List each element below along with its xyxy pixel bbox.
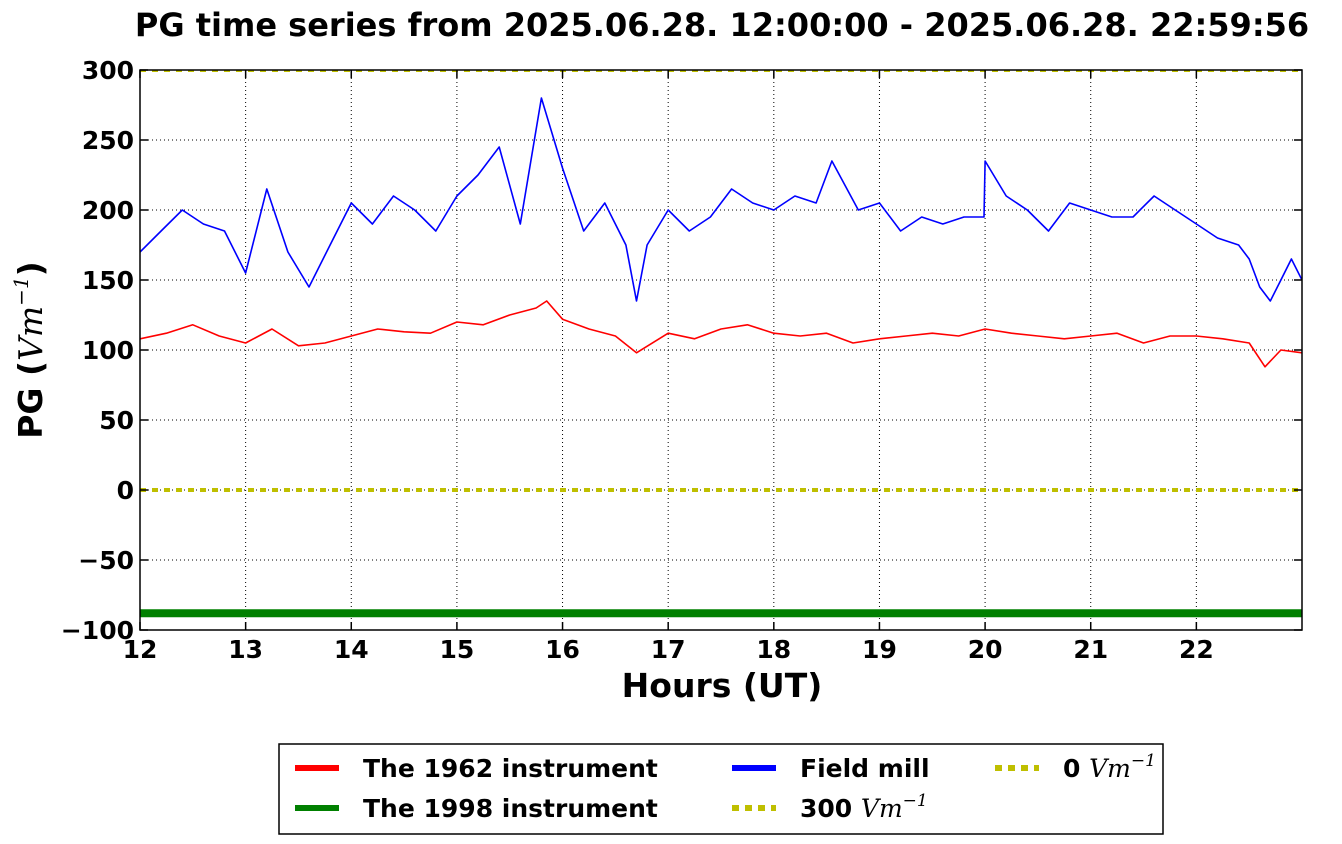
- legend-items: The 1962 instrument The 1998 instrument Fi…: [295, 751, 1156, 823]
- y-tick-label: 300: [82, 56, 134, 85]
- y-axis-label-unit: Vm: [11, 306, 50, 361]
- y-tick-label: 100: [82, 336, 134, 365]
- y-tick-label: −100: [61, 616, 134, 645]
- x-tick-label: 12: [123, 635, 158, 664]
- legend: The 1962 instrument The 1998 instrument Fi…: [278, 743, 1164, 835]
- legend-box: [278, 743, 1164, 835]
- ticks: 12 13 14 15 16 17 18 19 20 21 22 −100 −50 0 50 100 150 20…: [61, 56, 1302, 664]
- legend-label-3: 300 Vm−1: [800, 791, 928, 823]
- y-axis-label-close: ): [11, 261, 50, 276]
- x-tick-label: 13: [228, 635, 263, 664]
- x-axis-label: Hours (UT): [622, 666, 823, 705]
- y-axis-label-exp: −1: [9, 276, 33, 305]
- legend-label-0: The 1962 instrument: [363, 754, 658, 783]
- y-tick-label: 250: [82, 126, 134, 155]
- series-layer: [140, 70, 1302, 618]
- x-tick-label: 20: [968, 635, 1003, 664]
- x-tick-label: 19: [862, 635, 897, 664]
- y-tick-label: 200: [82, 196, 134, 225]
- x-tick-label: 16: [545, 635, 580, 664]
- legend-label-2: Field mill: [800, 754, 930, 783]
- x-tick-label: 15: [440, 635, 475, 664]
- y-tick-label: −50: [78, 546, 134, 575]
- legend-label-4: 0 Vm−1: [1063, 751, 1156, 783]
- y-axis-label-text: PG (: [11, 361, 50, 439]
- x-tick-label: 17: [651, 635, 686, 664]
- series-line-0: [140, 300, 1302, 368]
- y-tick-label: 50: [99, 406, 134, 435]
- x-tick-label: 22: [1179, 635, 1214, 664]
- x-tick-label: 18: [756, 635, 791, 664]
- series-line-2: [140, 97, 1302, 302]
- x-tick-label: 14: [334, 635, 369, 664]
- x-tick-label: 21: [1073, 635, 1108, 664]
- grid: [140, 70, 1302, 630]
- y-tick-label: 150: [82, 266, 134, 295]
- chart-title: PG time series from 2025.06.28. 12:00:00…: [135, 6, 1309, 44]
- y-axis-label: PG (Vm−1): [9, 261, 50, 439]
- y-tick-label: 0: [117, 476, 134, 505]
- legend-label-1: The 1998 instrument: [363, 794, 658, 823]
